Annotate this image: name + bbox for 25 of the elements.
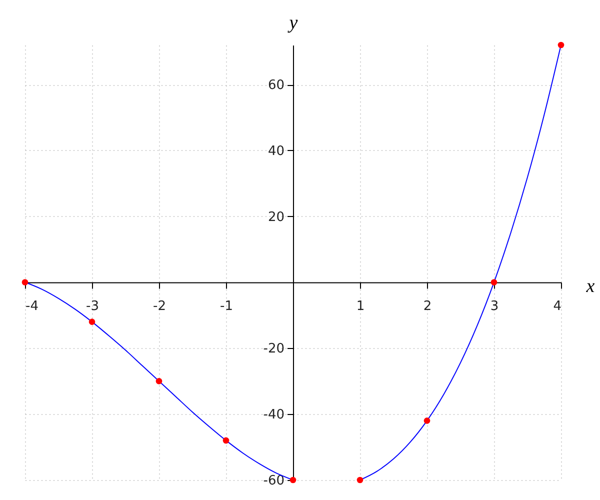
x-tick-label: -1 <box>220 298 233 314</box>
point <box>156 378 162 384</box>
x-tick-label: 2 <box>423 298 432 314</box>
point <box>290 476 296 484</box>
x-axis-title: x <box>585 276 596 297</box>
y-tick-label: -60 <box>263 474 284 488</box>
point <box>558 42 564 48</box>
y-tick-label: 60 <box>268 78 284 94</box>
x-tick-label: 1 <box>356 298 365 314</box>
point <box>222 437 230 444</box>
x-tick-label: -4 <box>26 298 38 314</box>
point <box>356 476 364 484</box>
x-tick-label: -2 <box>153 298 166 314</box>
y-tick-label: -20 <box>263 342 284 357</box>
point <box>490 279 498 286</box>
point <box>88 318 96 325</box>
y-tick-label: 40 <box>268 144 284 159</box>
y-axis-title: y <box>287 12 298 34</box>
y-tick-label: -40 <box>263 408 284 423</box>
x-tick-label: 4 <box>553 298 562 314</box>
y-tick-label: 20 <box>268 210 284 225</box>
x-tick-label: -3 <box>86 298 99 314</box>
point <box>424 418 430 424</box>
point <box>22 279 28 286</box>
x-tick-label: 3 <box>490 298 499 314</box>
